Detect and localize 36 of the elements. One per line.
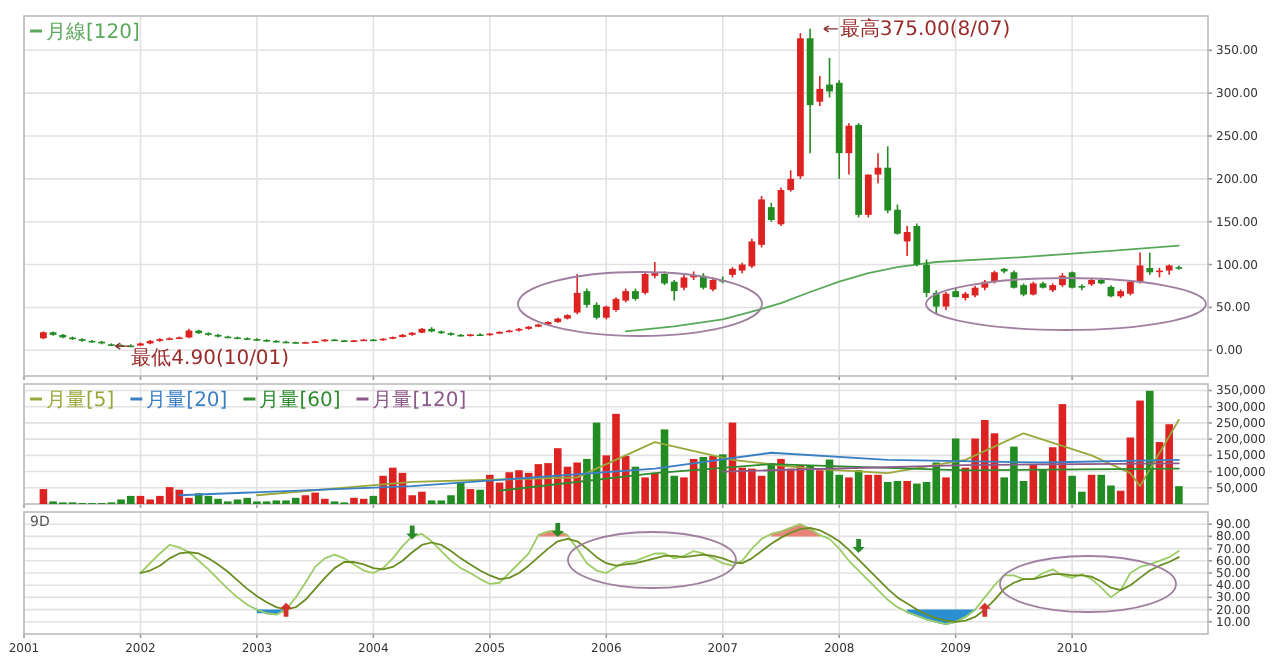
bar	[39, 489, 48, 504]
point	[852, 538, 865, 553]
candlestick	[583, 287, 591, 309]
bar	[709, 456, 717, 504]
bar	[942, 477, 950, 504]
candlestick	[1146, 251, 1154, 276]
bar	[903, 480, 911, 504]
bar	[816, 470, 824, 504]
point	[280, 602, 293, 617]
bar	[369, 495, 378, 504]
legend-label: 月線[120]	[46, 22, 140, 44]
legend-label: 月量[5]	[46, 390, 115, 412]
candlestick	[864, 173, 872, 219]
bar	[466, 489, 475, 504]
bar	[1087, 474, 1096, 504]
annotation: 最低4.90(10/01)	[131, 348, 290, 371]
annotation: 最高375.00(8/07)	[839, 16, 1011, 41]
candlestick	[913, 222, 921, 268]
line-series	[178, 451, 1180, 497]
candlestick	[903, 225, 911, 257]
bar	[845, 477, 853, 504]
candlestick	[573, 273, 581, 316]
legend-label: 月量[60]	[259, 390, 341, 412]
line-series	[256, 418, 1180, 497]
bar	[1175, 486, 1183, 504]
point	[978, 602, 991, 617]
point	[406, 525, 419, 540]
point	[551, 523, 564, 538]
candlestick	[816, 75, 824, 107]
legend-label: 月量[120]	[372, 390, 467, 412]
bar	[476, 489, 484, 504]
candlestick	[767, 202, 775, 223]
candlestick	[787, 169, 795, 193]
line-series	[624, 244, 1180, 333]
candlestick	[923, 258, 930, 298]
legend-label: 月量[20]	[146, 390, 228, 412]
